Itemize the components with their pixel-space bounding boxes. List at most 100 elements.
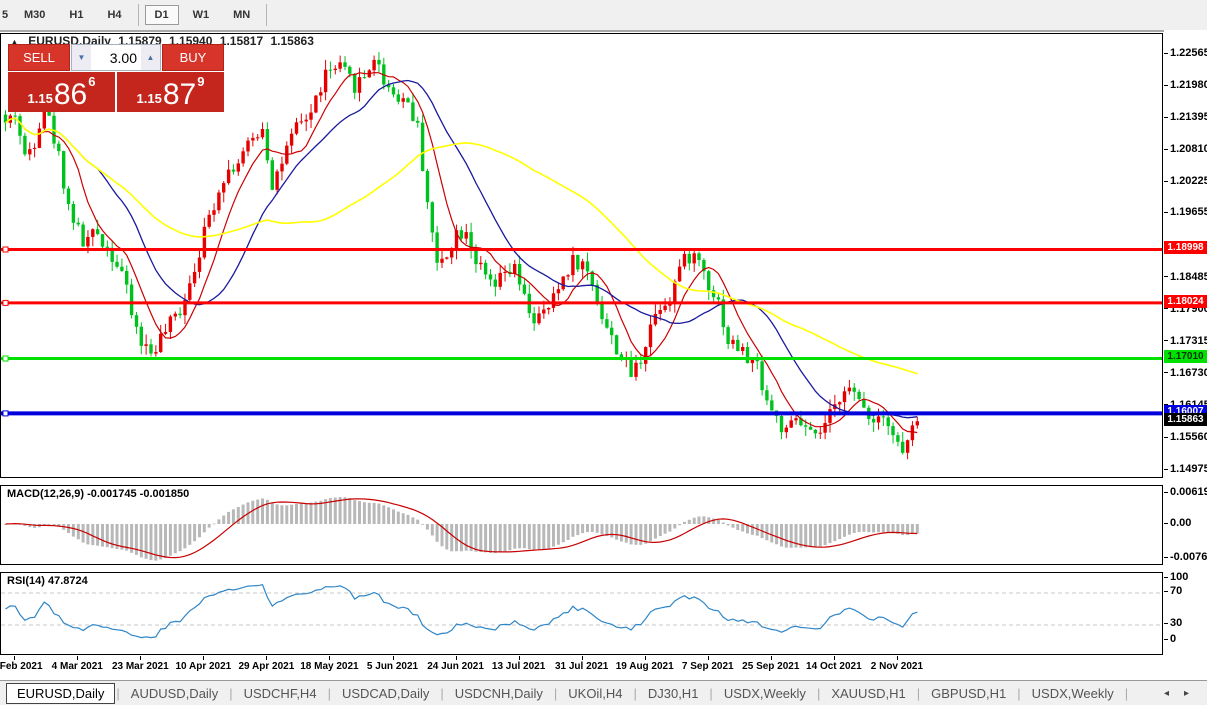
price-tick: 1.19655 bbox=[1164, 206, 1207, 218]
sell-price-sup: 6 bbox=[88, 74, 96, 89]
date-tick bbox=[203, 656, 205, 660]
volume-decrease-icon[interactable]: ▼ bbox=[72, 45, 91, 70]
tab-usdcad-daily[interactable]: USDCAD,Daily bbox=[341, 685, 430, 701]
macd-indicator-pane[interactable]: MACD(12,26,9) -0.001745 -0.001850 bbox=[0, 485, 1163, 565]
price-axis[interactable]: 1.22565 1.21980 1.21395 1.20810 1.20225 1.196… bbox=[1164, 30, 1207, 677]
date-label: 13 Feb 2021 bbox=[0, 661, 43, 672]
date-tick bbox=[455, 656, 457, 660]
volume-stepper: ▼ ▲ bbox=[71, 44, 161, 71]
tab-dj30-h1[interactable]: DJ30,H1 bbox=[647, 685, 699, 701]
macd-scale-tick: -0.007621 bbox=[1164, 551, 1207, 563]
date-label: 13 Jul 2021 bbox=[491, 661, 546, 672]
date-label: 7 Sep 2021 bbox=[681, 661, 734, 672]
date-tick bbox=[329, 656, 331, 660]
level-price-chip: 1.17010 bbox=[1164, 350, 1207, 364]
date-label: 19 Aug 2021 bbox=[615, 661, 674, 672]
buy-button[interactable]: BUY bbox=[162, 44, 224, 71]
date-label: 29 Apr 2021 bbox=[238, 661, 295, 672]
tf-partial[interactable]: 5 bbox=[2, 9, 9, 21]
tab-usdx-weekly[interactable]: USDX,Weekly bbox=[1031, 685, 1114, 701]
buy-price-big: 87 bbox=[162, 78, 197, 111]
date-label: 31 Jul 2021 bbox=[554, 661, 609, 672]
tab-usdchf-h4[interactable]: USDCHF,H4 bbox=[243, 685, 317, 701]
tab-audusd-daily[interactable]: AUDUSD,Daily bbox=[130, 685, 219, 701]
tab-separator: | bbox=[116, 685, 120, 701]
candlestick-canvas[interactable] bbox=[1, 34, 1162, 477]
date-tick bbox=[392, 656, 394, 660]
price-tick: 1.16730 bbox=[1164, 367, 1207, 379]
date-tick bbox=[581, 656, 583, 660]
toolbar-separator bbox=[137, 4, 139, 26]
rsi-scale-tick: 0 bbox=[1164, 633, 1176, 645]
price-tick: 1.14975 bbox=[1164, 463, 1207, 475]
macd-label: MACD(12,26,9) -0.001745 -0.001850 bbox=[7, 488, 190, 500]
tab-xauusd-h1[interactable]: XAUUSD,H1 bbox=[831, 685, 906, 701]
tf-m30[interactable]: M30 bbox=[24, 9, 46, 21]
buy-price-prefix: 1.15 bbox=[136, 91, 162, 106]
date-tick bbox=[77, 656, 79, 660]
rsi-label: RSI(14) 47.8724 bbox=[7, 575, 88, 587]
date-axis[interactable]: 13 Feb 2021 4 Mar 2021 23 Mar 2021 10 Apr 2… bbox=[0, 656, 1163, 678]
price-tick: 1.18485 bbox=[1164, 271, 1207, 283]
tab-separator: | bbox=[709, 685, 713, 701]
tab-scroll-left-icon[interactable]: ◂ bbox=[1163, 688, 1169, 699]
date-label: 18 May 2021 bbox=[300, 661, 359, 672]
tab-usdcnh-daily[interactable]: USDCNH,Daily bbox=[454, 685, 543, 701]
date-tick bbox=[14, 656, 16, 660]
tf-d1[interactable]: D1 bbox=[144, 5, 179, 25]
date-tick bbox=[266, 656, 268, 660]
tab-separator: | bbox=[633, 685, 637, 701]
rsi-canvas[interactable] bbox=[1, 573, 1162, 654]
one-click-trading-widget: SELL ▼ ▲ BUY 1.15 86 6 1.15 87 9 bbox=[8, 44, 224, 112]
volume-input[interactable] bbox=[91, 45, 141, 70]
price-tick: 1.17315 bbox=[1164, 335, 1207, 347]
level-price-chip: 1.18024 bbox=[1164, 294, 1207, 308]
tab-separator: | bbox=[440, 685, 444, 701]
sell-price-panel[interactable]: 1.15 86 6 bbox=[8, 72, 115, 112]
sell-button[interactable]: SELL bbox=[8, 44, 70, 71]
date-label: 14 Oct 2021 bbox=[806, 661, 862, 672]
ohlc-close: 1.15863 bbox=[270, 34, 314, 48]
macd-scale-tick: 0.006193 bbox=[1164, 486, 1207, 498]
sell-price-big: 86 bbox=[53, 78, 88, 111]
price-tick: 1.21395 bbox=[1164, 111, 1207, 123]
date-label: 2 Nov 2021 bbox=[870, 661, 924, 672]
date-label: 5 Jun 2021 bbox=[366, 661, 419, 672]
buy-price-panel[interactable]: 1.15 87 9 bbox=[117, 72, 224, 112]
volume-increase-icon[interactable]: ▲ bbox=[141, 45, 160, 70]
current-price-chip: 1.15863 bbox=[1164, 413, 1207, 427]
tf-mn[interactable]: MN bbox=[233, 9, 251, 21]
tf-h1[interactable]: H1 bbox=[69, 9, 84, 21]
tab-gbpusd-h1[interactable]: GBPUSD,H1 bbox=[931, 685, 1007, 701]
rsi-scale-tick: 30 bbox=[1164, 617, 1182, 629]
tab-usdx-weekly[interactable]: USDX,Weekly bbox=[723, 685, 806, 701]
timeframe-toolbar: 5 M30 H1 H4 D1 W1 MN bbox=[0, 0, 1207, 32]
date-tick bbox=[644, 656, 646, 660]
rsi-indicator-pane[interactable]: RSI(14) 47.8724 bbox=[0, 572, 1163, 655]
tf-h4[interactable]: H4 bbox=[107, 9, 122, 21]
ohlc-low: 1.15817 bbox=[219, 34, 264, 48]
date-label: 4 Mar 2021 bbox=[51, 661, 103, 672]
price-tick: 1.20810 bbox=[1164, 143, 1207, 155]
macd-scale-tick: 0.00 bbox=[1164, 517, 1191, 529]
buy-price-sup: 9 bbox=[197, 74, 205, 89]
tab-separator: | bbox=[553, 685, 558, 701]
collapse-arrow-icon[interactable]: ▲ bbox=[10, 37, 19, 47]
tab-separator: | bbox=[1017, 685, 1021, 701]
date-tick bbox=[896, 656, 898, 660]
price-tick: 1.21980 bbox=[1164, 79, 1207, 91]
macd-canvas[interactable] bbox=[1, 486, 1162, 564]
tab-scroll-right-icon[interactable]: ▸ bbox=[1183, 688, 1189, 699]
toolbar-separator bbox=[266, 4, 268, 26]
price-tick: 1.15560 bbox=[1164, 431, 1207, 443]
tab-ukoil-h4[interactable]: UKOil,H4 bbox=[568, 685, 623, 701]
tab-separator: | bbox=[229, 685, 233, 701]
level-price-chip: 1.18998 bbox=[1164, 241, 1207, 255]
price-tick: 1.22565 bbox=[1164, 47, 1207, 59]
chart-tab-bar: ◂ ▸ EURUSD,Daily | AUDUSD,Daily | USDCHF,H4 |… bbox=[0, 680, 1207, 705]
tf-w1[interactable]: W1 bbox=[192, 9, 210, 21]
date-tick bbox=[833, 656, 835, 660]
tab-separator: | bbox=[816, 685, 821, 701]
tab-eurusd-daily[interactable]: EURUSD,Daily bbox=[6, 682, 116, 704]
